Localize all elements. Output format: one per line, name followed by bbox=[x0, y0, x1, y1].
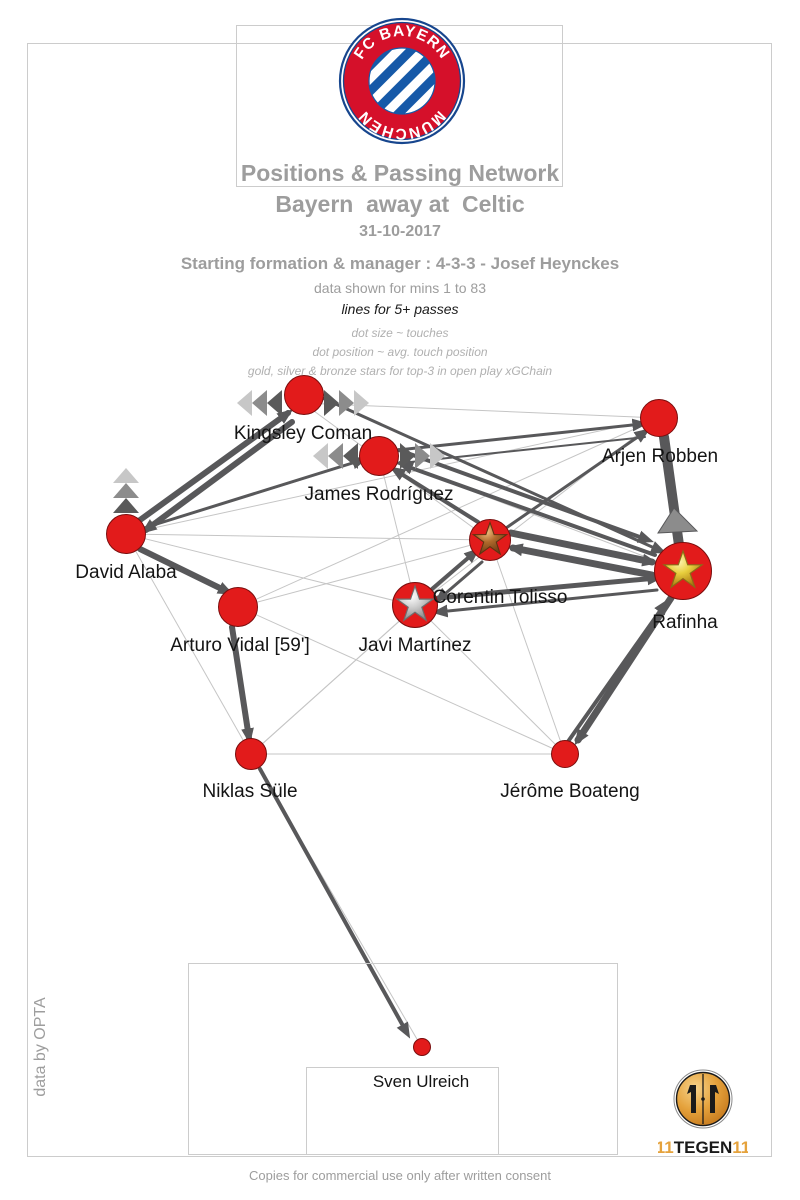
svg-text:11TEGEN11: 11TEGEN11 bbox=[658, 1138, 748, 1157]
